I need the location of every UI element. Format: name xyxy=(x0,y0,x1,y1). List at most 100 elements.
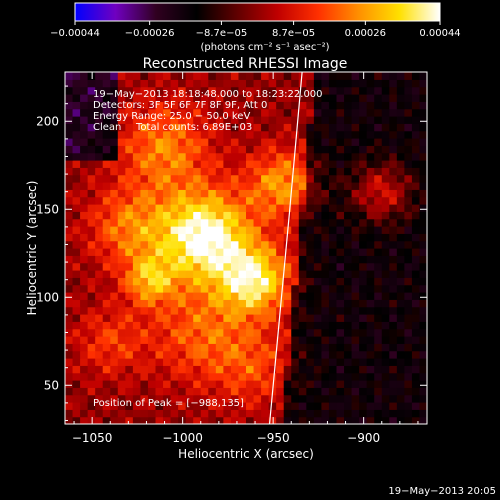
heatmap-cell xyxy=(132,145,142,154)
heatmap-cell xyxy=(147,79,157,88)
heatmap-cell xyxy=(268,328,277,337)
heatmap-cell xyxy=(147,416,157,424)
heatmap-cell xyxy=(313,248,323,256)
heatmap-cell xyxy=(419,328,427,337)
heatmap-cell xyxy=(117,152,126,161)
heatmap-cell xyxy=(253,328,262,337)
heatmap-cell xyxy=(283,255,292,264)
heatmap-cell xyxy=(132,160,142,168)
heatmap-cell xyxy=(351,160,360,168)
heatmap-cell xyxy=(283,328,292,337)
heatmap-cell xyxy=(87,101,96,110)
y-tick-label: 150 xyxy=(36,202,59,216)
heatmap-cell xyxy=(359,387,368,396)
heatmap-cell xyxy=(276,72,285,80)
heatmap-cell xyxy=(351,138,360,146)
heatmap-cell xyxy=(185,108,194,117)
heatmap-cell xyxy=(110,328,119,337)
heatmap-cell xyxy=(313,299,323,308)
heatmap-cell xyxy=(178,145,187,154)
heatmap-cell xyxy=(283,270,292,278)
heatmap-cell xyxy=(65,72,74,80)
heatmap-cell xyxy=(147,138,157,146)
heatmap-cell xyxy=(313,336,323,344)
heatmap-cell xyxy=(246,94,255,102)
heatmap-cell xyxy=(170,218,179,227)
heatmap-cell xyxy=(261,160,270,168)
heatmap-cell xyxy=(193,262,202,271)
heatmap-cell xyxy=(411,86,421,95)
heatmap-cell xyxy=(215,328,224,337)
heatmap-cell xyxy=(140,189,149,198)
heatmap-cell xyxy=(193,204,202,212)
heatmap-cell xyxy=(230,262,240,271)
heatmap-cell xyxy=(328,226,338,234)
heatmap-cell xyxy=(72,160,81,168)
heatmap-cell xyxy=(276,152,285,161)
heatmap-cell xyxy=(163,152,172,161)
heatmap-cell xyxy=(336,233,345,242)
heatmap-cell xyxy=(215,174,224,183)
heatmap-cell xyxy=(283,350,292,359)
heatmap-cell xyxy=(404,101,413,110)
heatmap-cell xyxy=(95,387,104,396)
heatmap-cell xyxy=(351,402,360,410)
heatmap-cell xyxy=(72,233,81,242)
heatmap-cell xyxy=(147,255,157,264)
heatmap-cell xyxy=(419,204,427,212)
colorbar-tick-label: −0.00044 xyxy=(50,28,100,39)
heatmap-cell xyxy=(163,248,172,256)
y-tick-label: 50 xyxy=(44,378,59,392)
heatmap-cell xyxy=(419,387,427,396)
heatmap-cell xyxy=(396,240,405,249)
heatmap-cell xyxy=(178,182,187,190)
heatmap-cell xyxy=(110,182,119,190)
heatmap-cell xyxy=(298,372,307,381)
heatmap-cell xyxy=(374,204,383,212)
heatmap-cell xyxy=(155,365,164,374)
heatmap-cell xyxy=(276,416,285,424)
heatmap-cell xyxy=(366,350,375,359)
heatmap-cell xyxy=(95,365,104,374)
heatmap-cell xyxy=(163,402,172,410)
heatmap-cell xyxy=(253,174,262,183)
heatmap-cell xyxy=(336,116,345,124)
heatmap-cell xyxy=(291,350,300,359)
heatmap-cell xyxy=(87,94,96,102)
heatmap-cell xyxy=(298,182,307,190)
heatmap-cell xyxy=(328,130,338,139)
heatmap-cell xyxy=(193,196,202,205)
heatmap-cell xyxy=(283,182,292,190)
heatmap-cell xyxy=(276,182,285,190)
heatmap-cell xyxy=(230,255,240,264)
heatmap-cell xyxy=(208,101,217,110)
heatmap-cell xyxy=(411,116,421,124)
heatmap-cell xyxy=(306,211,315,220)
heatmap-cell xyxy=(95,299,104,308)
heatmap-cell xyxy=(80,409,89,418)
heatmap-cell xyxy=(65,79,74,88)
heatmap-cell xyxy=(95,255,104,264)
heatmap-cell xyxy=(313,321,323,330)
heatmap-cell xyxy=(328,79,338,88)
heatmap-cell xyxy=(336,380,345,388)
heatmap-cell xyxy=(419,394,427,403)
clean-method-label: Clean xyxy=(93,122,121,133)
heatmap-cell xyxy=(178,336,187,344)
heatmap-cell xyxy=(389,86,398,95)
heatmap-cell xyxy=(215,108,224,117)
heatmap-cell xyxy=(238,416,247,424)
heatmap-cell xyxy=(404,248,413,256)
heatmap-cell xyxy=(208,211,217,220)
heatmap-cell xyxy=(253,402,262,410)
heatmap-cell xyxy=(404,138,413,146)
heatmap-cell xyxy=(283,292,292,300)
heatmap-cell xyxy=(253,145,262,154)
heatmap-cell xyxy=(389,321,398,330)
heatmap-cell xyxy=(87,284,96,293)
heatmap-cell xyxy=(411,372,421,381)
heatmap-cell xyxy=(246,394,255,403)
heatmap-cell xyxy=(147,182,157,190)
heatmap-cell xyxy=(351,94,360,102)
heatmap-cell xyxy=(223,402,232,410)
